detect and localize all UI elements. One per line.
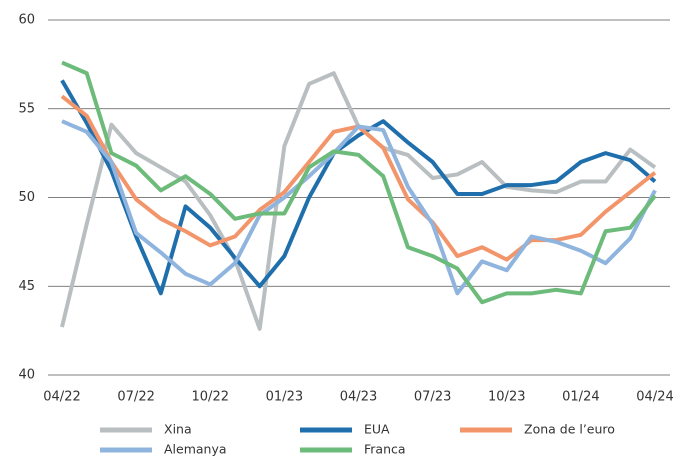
legend-label: Franca: [364, 442, 406, 457]
legend-label: Xina: [164, 422, 192, 437]
x-tick-label: 07/23: [414, 390, 451, 405]
y-tick-label: 50: [18, 190, 35, 205]
lines: [60, 60, 657, 331]
series-line: [61, 60, 657, 305]
x-tick-label: 04/22: [43, 390, 80, 405]
series-line: [61, 119, 657, 296]
x-tick-label: 04/24: [636, 390, 673, 405]
y-tick-label: 45: [18, 279, 35, 294]
y-tick-label: 60: [18, 13, 35, 28]
grid: 40 45 50 55 60 04/22 07/22 10/22 01/23 04/23 07/23…: [18, 13, 673, 405]
y-tick-label: 40: [18, 368, 35, 383]
x-tick-label: 10/22: [192, 390, 229, 405]
legend-label: Zona de l’euro: [524, 422, 615, 437]
x-tick-label: 01/23: [266, 390, 303, 405]
y-tick-label: 55: [18, 101, 35, 116]
series-line: [60, 79, 657, 296]
x-tick-label: 04/23: [340, 390, 377, 405]
legend-label: EUA: [364, 422, 390, 437]
legend: Xina EUA Zona de l’euro Alemanya Franca: [100, 422, 615, 457]
x-tick-label: 01/24: [562, 390, 599, 405]
x-tick-label: 10/23: [488, 390, 525, 405]
x-tick-label: 07/22: [117, 390, 154, 405]
legend-label: Alemanya: [164, 442, 227, 457]
